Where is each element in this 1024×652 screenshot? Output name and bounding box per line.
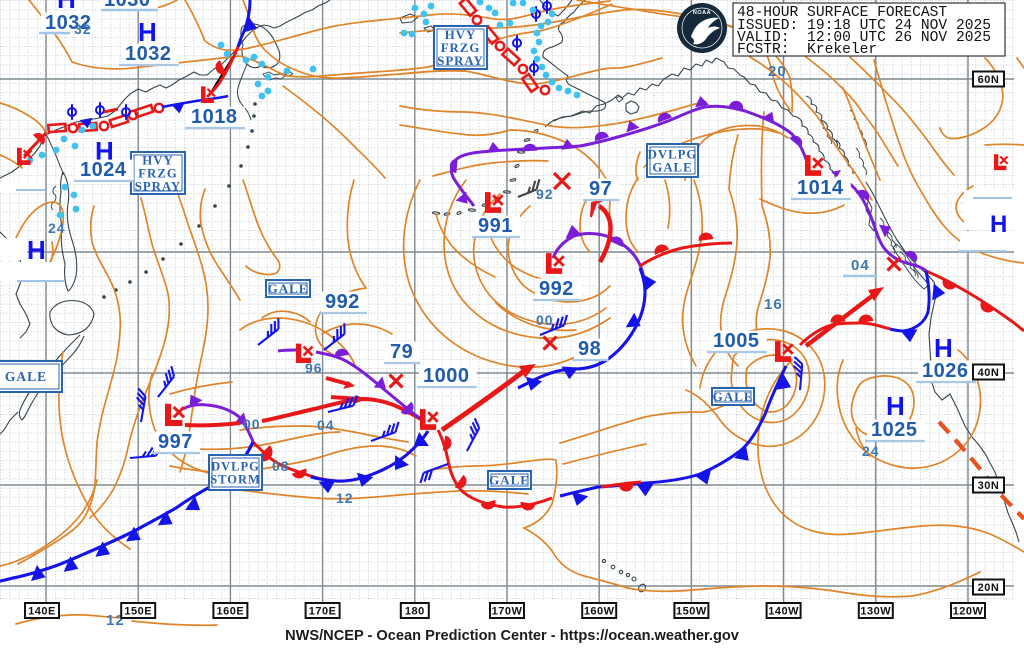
svg-text:FRZG: FRZG [441,41,481,55]
svg-text:1032: 1032 [125,43,172,65]
svg-text:150E: 150E [124,606,152,618]
svg-text:170W: 170W [492,606,523,618]
svg-text:1025: 1025 [871,419,918,441]
svg-text:24: 24 [48,220,66,236]
svg-text:40N: 40N [978,367,1000,379]
svg-text:16: 16 [764,296,783,313]
svg-text:GALE: GALE [5,369,47,384]
svg-text:96: 96 [305,360,323,376]
svg-text:STORM: STORM [210,472,261,486]
svg-text:H: H [138,17,157,47]
svg-text:08: 08 [272,458,290,474]
svg-text:1032: 1032 [45,12,92,34]
svg-text:160E: 160E [217,606,245,618]
svg-text:NWS/NCEP - Ocean Prediction Ce: NWS/NCEP - Ocean Prediction Center - htt… [285,628,740,644]
svg-text:NOAA: NOAA [693,10,711,16]
svg-text:H: H [990,211,1007,238]
svg-text:1005: 1005 [713,330,760,352]
svg-text:04: 04 [317,417,335,433]
svg-text:04: 04 [851,257,870,274]
svg-text:60N: 60N [978,74,1000,86]
svg-text:FRZG: FRZG [138,167,178,181]
svg-text:HVY: HVY [445,28,476,42]
svg-text:997: 997 [158,431,193,453]
svg-text:1030: 1030 [104,0,151,11]
svg-text:H: H [27,235,46,265]
svg-text:98: 98 [578,338,601,360]
svg-text:H: H [934,333,953,363]
svg-text:GALE: GALE [489,473,530,488]
svg-text:1018: 1018 [191,106,238,128]
svg-text:H: H [57,0,76,14]
svg-text:92: 92 [536,186,554,202]
svg-text:130W: 130W [860,606,891,618]
svg-text:79: 79 [390,341,413,363]
svg-text:120W: 120W [953,606,984,618]
svg-text:GALE: GALE [713,389,754,404]
svg-text:160W: 160W [584,606,615,618]
svg-text:991: 991 [478,215,513,237]
svg-text:170E: 170E [309,606,337,618]
svg-text:00: 00 [243,416,261,432]
svg-text:00: 00 [536,312,554,328]
svg-text:FCSTR: Krekeler: FCSTR: Krekeler [737,42,877,58]
svg-text:SPRAY: SPRAY [135,179,181,193]
svg-text:30N: 30N [978,480,1000,492]
svg-text:GALE: GALE [268,281,309,296]
svg-text:1024: 1024 [80,159,127,181]
svg-text:H: H [95,136,114,166]
svg-text:1000: 1000 [423,365,470,387]
svg-text:1026: 1026 [922,360,969,382]
svg-text:32: 32 [74,21,92,37]
svg-text:DVLPG: DVLPG [648,148,698,162]
svg-text:992: 992 [539,278,574,300]
svg-text:SPRAY: SPRAY [437,54,483,68]
svg-text:24: 24 [862,443,880,459]
svg-text:1014: 1014 [797,177,844,199]
svg-text:GALE: GALE [652,161,692,175]
svg-text:20: 20 [768,63,787,80]
svg-text:H: H [886,391,905,421]
svg-text:97: 97 [589,178,612,200]
svg-text:48-HOUR SURFACE FORECAST: 48-HOUR SURFACE FORECAST [737,5,947,21]
svg-text:140W: 140W [768,606,799,618]
svg-text:140E: 140E [28,606,56,618]
svg-text:VALID: 12:00 UTC 26 NOV 2025: VALID: 12:00 UTC 26 NOV 2025 [737,30,991,46]
svg-text:DVLPG: DVLPG [211,459,260,473]
svg-text:150W: 150W [676,606,707,618]
svg-text:HVY: HVY [142,154,173,168]
svg-text:992: 992 [325,291,360,313]
svg-text:12: 12 [336,490,354,506]
svg-text:20N: 20N [978,582,1000,594]
svg-text:180: 180 [405,606,425,618]
svg-text:12: 12 [106,612,125,629]
svg-text:ISSUED: 19:18 UTC 24 NOV 2025: ISSUED: 19:18 UTC 24 NOV 2025 [737,18,991,34]
